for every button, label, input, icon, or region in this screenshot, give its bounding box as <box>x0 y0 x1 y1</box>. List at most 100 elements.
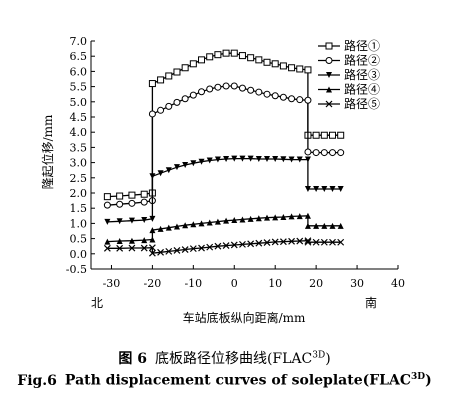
data-point <box>329 149 337 157</box>
data-point <box>279 238 287 246</box>
data-point <box>140 244 148 252</box>
data-point <box>198 56 206 64</box>
data-point <box>128 237 135 244</box>
data-point <box>321 186 328 193</box>
data-point <box>320 131 328 139</box>
data-point <box>157 106 165 114</box>
x-tick-label: 40 <box>391 277 405 290</box>
data-point <box>206 243 214 251</box>
series-3 <box>104 155 344 225</box>
caption-cn-close: ) <box>325 351 331 367</box>
legend-entry: 路径③ <box>318 67 380 82</box>
data-point <box>337 149 345 157</box>
data-point <box>190 221 197 228</box>
data-point <box>279 62 287 70</box>
data-point <box>272 155 279 162</box>
legend-marker <box>326 86 332 93</box>
data-point <box>312 238 320 246</box>
data-point <box>214 51 222 59</box>
data-point <box>173 247 181 254</box>
data-point <box>329 238 336 246</box>
data-point <box>264 155 271 162</box>
data-point <box>337 131 345 139</box>
legend-entry: 路径② <box>318 53 380 68</box>
data-point <box>190 160 197 167</box>
data-point <box>173 98 181 106</box>
data-point <box>304 96 312 104</box>
data-point <box>255 215 262 222</box>
y-tick-label: 0.0 <box>70 248 88 261</box>
data-point <box>288 237 295 245</box>
data-point <box>149 173 156 180</box>
x-tick-label: -10 <box>184 277 202 290</box>
data-point <box>198 244 205 252</box>
series-5 <box>103 237 345 257</box>
data-point <box>206 157 213 164</box>
y-tick-label: 5.0 <box>70 96 88 109</box>
y-tick-label: 7.0 <box>70 35 88 48</box>
data-point <box>312 149 320 157</box>
data-point <box>247 240 255 248</box>
x-tick-label: 0 <box>231 277 238 290</box>
x-axis-label: 车站底板纵向距离/mm <box>183 310 306 325</box>
data-point <box>304 156 311 163</box>
legend-marker <box>325 57 333 64</box>
data-point <box>214 218 221 225</box>
data-point <box>157 225 164 232</box>
data-point <box>288 64 296 72</box>
y-tick-label: 3.5 <box>70 141 88 154</box>
data-point <box>320 149 328 157</box>
caption-english: Fig.6 Path displacement curves of solepla… <box>0 372 449 389</box>
data-point <box>263 90 271 98</box>
y-tick-label: 2.5 <box>70 172 88 185</box>
legend-marker <box>325 42 333 50</box>
data-point <box>263 58 271 66</box>
data-point <box>223 217 230 224</box>
legend-entry: 路径④ <box>318 82 380 97</box>
legend-label: 路径④ <box>344 82 380 97</box>
data-point <box>157 76 165 84</box>
data-point <box>189 91 197 99</box>
y-tick-label: 4.5 <box>70 111 88 124</box>
data-point <box>288 156 295 163</box>
caption-en-figure-number: Fig.6 <box>17 372 57 389</box>
data-point <box>181 246 189 253</box>
data-point <box>157 170 164 177</box>
data-point <box>304 66 312 74</box>
data-point <box>149 227 156 234</box>
y-tick-label: 1.5 <box>70 202 88 215</box>
data-point <box>128 217 135 224</box>
data-point <box>165 224 172 231</box>
data-point <box>223 155 230 162</box>
caption-cn-superscript: 3D <box>312 350 326 361</box>
data-point <box>206 219 213 226</box>
data-point <box>238 52 246 60</box>
data-point <box>198 88 206 96</box>
data-point <box>238 84 246 92</box>
data-point <box>103 201 111 209</box>
data-point <box>104 218 111 225</box>
legend-entry: 路径① <box>318 38 380 53</box>
data-point <box>230 82 238 90</box>
data-point <box>304 186 311 193</box>
data-point <box>247 155 254 162</box>
x-tick-label: 30 <box>350 277 364 290</box>
data-point <box>222 82 230 90</box>
data-point <box>181 95 189 103</box>
data-point <box>198 158 205 165</box>
data-point <box>279 93 287 101</box>
data-point <box>320 238 328 246</box>
data-point <box>239 216 246 223</box>
data-point <box>321 222 328 229</box>
data-point <box>313 222 320 229</box>
data-point <box>148 244 156 252</box>
series-2 <box>103 82 345 209</box>
south-direction-label: 南 <box>365 295 377 310</box>
data-point <box>206 53 214 61</box>
data-point <box>128 244 136 252</box>
data-point <box>304 212 311 219</box>
data-point <box>230 49 238 57</box>
data-point <box>304 237 312 245</box>
data-point <box>222 242 230 250</box>
